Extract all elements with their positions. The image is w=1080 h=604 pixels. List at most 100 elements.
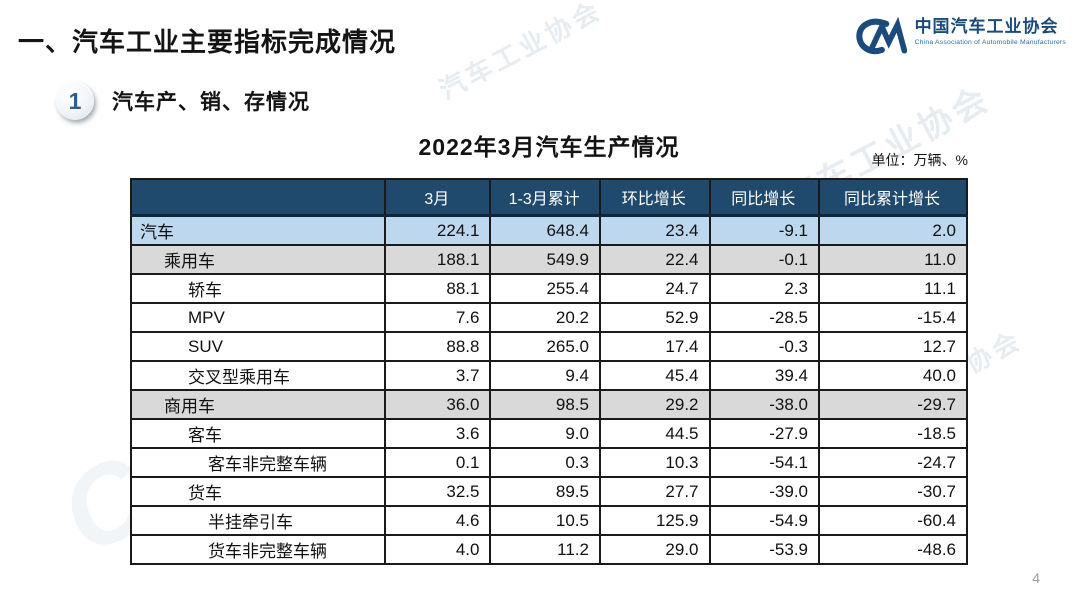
row-label: MPV <box>129 302 387 333</box>
row-value: -9.1 <box>708 214 821 246</box>
table-row: 乘用车 188.1 549.9 22.4 -0.1 11.0 <box>129 244 968 275</box>
row-label: 客车非完整车辆 <box>129 447 387 478</box>
row-value: 11.2 <box>489 534 601 565</box>
row-value: 9.0 <box>489 418 601 449</box>
table-row: 货车 32.5 89.5 27.7 -39.0 -30.7 <box>129 476 968 507</box>
row-value: -54.1 <box>708 447 821 478</box>
row-value: 3.6 <box>384 418 492 449</box>
row-value: -29.7 <box>818 389 968 420</box>
row-value: 17.4 <box>598 331 711 362</box>
row-value: 188.1 <box>384 244 492 275</box>
row-value: -30.7 <box>818 476 968 507</box>
row-value: 22.4 <box>598 244 711 275</box>
column-header-yoy-growth: 同比增长 <box>708 178 821 217</box>
row-label: 汽车 <box>129 214 387 246</box>
row-value: 88.8 <box>384 331 492 362</box>
row-value: -0.3 <box>708 331 821 362</box>
row-value: -15.4 <box>818 302 968 333</box>
row-value: 0.1 <box>384 447 492 478</box>
row-value: -48.6 <box>818 534 968 565</box>
row-value: 549.9 <box>489 244 601 275</box>
table-row: 客车非完整车辆 0.1 0.3 10.3 -54.1 -24.7 <box>129 447 968 478</box>
row-value: 11.1 <box>818 273 968 304</box>
section-number-badge: 1 <box>56 82 94 120</box>
row-value: 255.4 <box>489 273 601 304</box>
page-title: 一、汽车工业主要指标完成情况 <box>18 27 397 57</box>
table-row: SUV 88.8 265.0 17.4 -0.3 12.7 <box>129 331 968 362</box>
row-label: SUV <box>129 331 387 362</box>
row-label: 商用车 <box>129 389 387 420</box>
row-value: 3.7 <box>384 360 492 391</box>
row-value: 4.6 <box>384 505 492 536</box>
watermark-text: 汽车工业协会 <box>434 0 608 106</box>
row-value: -28.5 <box>708 302 821 333</box>
row-value: 52.9 <box>598 302 711 333</box>
row-value: 10.3 <box>598 447 711 478</box>
row-value: 29.2 <box>598 389 711 420</box>
table-row: 汽车 224.1 648.4 23.4 -9.1 2.0 <box>129 214 968 246</box>
row-value: 23.4 <box>598 214 711 246</box>
table-row: 交叉型乘用车 3.7 9.4 45.4 39.4 40.0 <box>129 360 968 391</box>
row-value: 44.5 <box>598 418 711 449</box>
table-row: 半挂牵引车 4.6 10.5 125.9 -54.9 -60.4 <box>129 505 968 536</box>
row-label: 货车 <box>129 476 387 507</box>
row-value: 27.7 <box>598 476 711 507</box>
row-value: -60.4 <box>818 505 968 536</box>
row-value: 36.0 <box>384 389 492 420</box>
production-table: 3月 1-3月累计 环比增长 同比增长 同比累计增长 汽车 224.1 648.4 2… <box>129 178 968 565</box>
table-title: 2022年3月汽车生产情况 <box>418 134 680 160</box>
table-row: MPV 7.6 20.2 52.9 -28.5 -15.4 <box>129 302 968 333</box>
table-header-row: 3月 1-3月累计 环比增长 同比增长 同比累计增长 <box>129 178 968 217</box>
row-value: 11.0 <box>818 244 968 275</box>
row-value: -18.5 <box>818 418 968 449</box>
row-value: -27.9 <box>708 418 821 449</box>
row-value: -39.0 <box>708 476 821 507</box>
row-label: 客车 <box>129 418 387 449</box>
unit-note: 单位：万辆、% <box>871 152 968 168</box>
column-header-category <box>129 178 387 217</box>
row-value: 10.5 <box>489 505 601 536</box>
row-value: 224.1 <box>384 214 492 246</box>
table-row: 商用车 36.0 98.5 29.2 -38.0 -29.7 <box>129 389 968 420</box>
row-value: 648.4 <box>489 214 601 246</box>
caam-logo-name-en: China Association of Automobile Manufact… <box>914 39 1066 46</box>
section-header: 1 汽车产、销、存情况 <box>56 82 310 120</box>
row-value: 89.5 <box>489 476 601 507</box>
row-value: -0.1 <box>708 244 821 275</box>
caam-logo-icon <box>855 16 907 55</box>
row-value: 40.0 <box>818 360 968 391</box>
caam-logo-text: 中国汽车工业协会 China Association of Automobile… <box>915 12 1066 46</box>
row-value: 9.4 <box>489 360 601 391</box>
row-value: 45.4 <box>598 360 711 391</box>
row-value: 88.1 <box>384 273 492 304</box>
caam-logo-name-cn: 中国汽车工业协会 <box>914 17 1059 36</box>
row-value: -53.9 <box>708 534 821 565</box>
row-value: 39.4 <box>708 360 821 391</box>
row-value: 12.7 <box>818 331 968 362</box>
table-row: 货车非完整车辆 4.0 11.2 29.0 -53.9 -48.6 <box>129 534 968 565</box>
row-value: 29.0 <box>598 534 711 565</box>
column-header-march: 3月 <box>384 178 492 217</box>
caam-logo: 中国汽车工业协会 China Association of Automobile… <box>855 12 1066 56</box>
row-value: 125.9 <box>598 505 711 536</box>
table-row: 客车 3.6 9.0 44.5 -27.9 -18.5 <box>129 418 968 449</box>
row-value: -24.7 <box>818 447 968 478</box>
column-header-mom-growth: 环比增长 <box>598 178 711 217</box>
row-value: 2.3 <box>708 273 821 304</box>
row-value: 265.0 <box>489 331 601 362</box>
row-label: 货车非完整车辆 <box>129 534 387 565</box>
row-value: 32.5 <box>384 476 492 507</box>
row-value: 4.0 <box>384 534 492 565</box>
row-value: 2.0 <box>818 214 968 246</box>
row-value: 0.3 <box>489 447 601 478</box>
row-value: -54.9 <box>708 505 821 536</box>
page-number: 4 <box>1032 570 1040 586</box>
row-value: 20.2 <box>489 302 601 333</box>
row-label: 乘用车 <box>129 244 387 275</box>
row-value: 24.7 <box>598 273 711 304</box>
row-value: 98.5 <box>489 389 601 420</box>
section-title: 汽车产、销、存情况 <box>112 91 310 114</box>
row-label: 轿车 <box>129 273 387 304</box>
column-header-yoy-cum-growth: 同比累计增长 <box>818 178 968 217</box>
row-label: 半挂牵引车 <box>129 505 387 536</box>
